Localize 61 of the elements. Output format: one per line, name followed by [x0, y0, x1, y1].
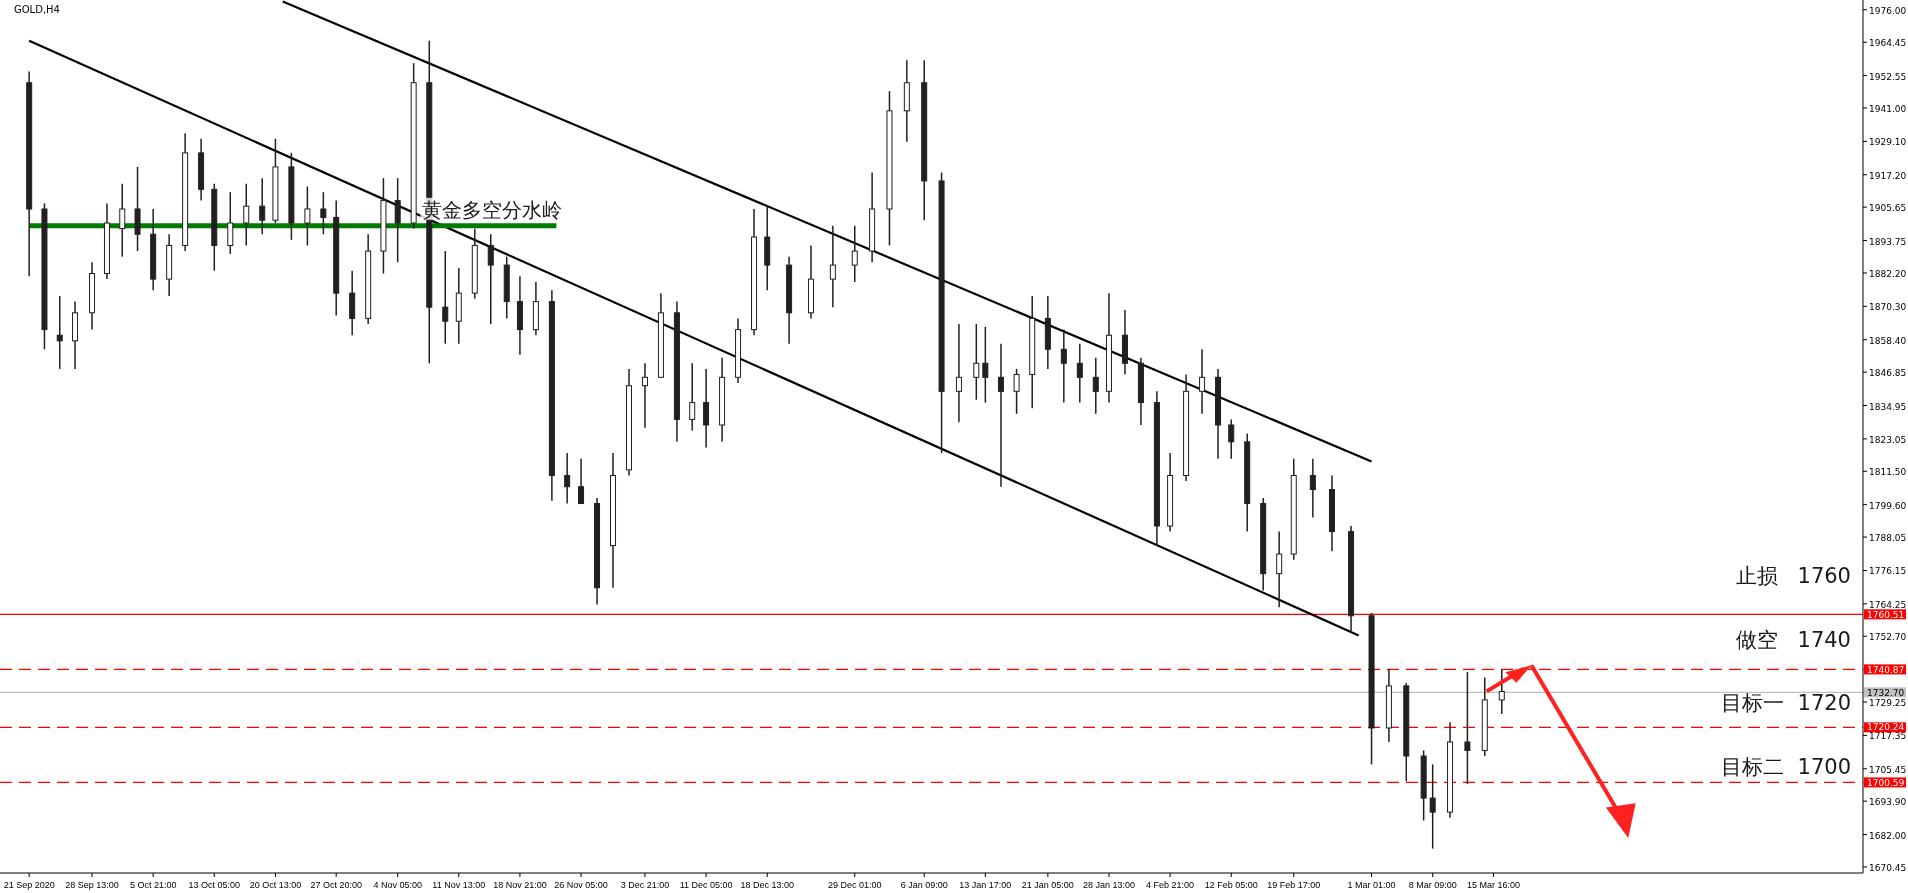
x-tick-label: 18 Dec 13:00: [740, 880, 794, 890]
y-tick-label: 1846.85: [1869, 368, 1907, 379]
y-tick-label: 1729.25: [1869, 698, 1907, 709]
ref-line-label: 1740.87: [1867, 664, 1905, 675]
y-tick-label: 1752.70: [1869, 632, 1907, 643]
x-tick-label: 26 Nov 05:00: [554, 880, 608, 890]
y-tick-label: 1870.30: [1869, 302, 1907, 313]
x-tick-label: 19 Feb 17:00: [1267, 880, 1321, 890]
y-tick-label: 1670.45: [1869, 862, 1907, 873]
y-tick-label: 1941.00: [1869, 104, 1907, 114]
x-tick-label: 4 Feb 21:00: [1146, 880, 1195, 890]
y-tick-label: 1799.60: [1869, 500, 1907, 511]
y-tick-label: 1788.05: [1869, 533, 1907, 544]
y-tick-label: 1858.40: [1869, 335, 1907, 346]
y-tick-label: 1705.45: [1869, 764, 1907, 775]
x-tick-label: 13 Jan 17:00: [959, 880, 1012, 890]
x-tick-label: 15 Mar 16:00: [1466, 880, 1520, 890]
y-tick-label: 1776.15: [1869, 566, 1907, 577]
y-tick-label: 1905.65: [1869, 203, 1907, 214]
chart-title: GOLD,H4: [14, 4, 60, 15]
y-tick-label: 1823.05: [1869, 434, 1907, 445]
x-tick-label: 3 Dec 21:00: [620, 880, 670, 890]
x-tick-label: 28 Sep 13:00: [65, 880, 119, 890]
x-tick-label: 11 Nov 13:00: [432, 880, 486, 890]
annotation: 目标一 1720: [1721, 691, 1851, 716]
ref-line-label: 1760.51: [1867, 609, 1905, 620]
x-tick-label: 21 Jan 05:00: [1021, 880, 1074, 890]
y-tick-label: 1917.20: [1869, 170, 1907, 181]
x-tick-label: 5 Oct 21:00: [129, 880, 177, 890]
y-tick-label: 1882.20: [1869, 268, 1907, 279]
y-tick-label: 1717.35: [1869, 731, 1907, 742]
y-tick-label: 1693.90: [1869, 797, 1907, 808]
y-tick-label: 1682.00: [1869, 830, 1907, 841]
x-tick-label: 6 Jan 09:00: [900, 880, 948, 890]
x-tick-label: 1 Mar 01:00: [1347, 880, 1396, 890]
x-tick-label: 12 Feb 05:00: [1204, 880, 1258, 890]
y-tick-label: 1764.25: [1869, 599, 1907, 610]
x-tick-label: 13 Oct 05:00: [188, 880, 241, 890]
annotation: 止损 1760: [1735, 564, 1851, 589]
y-tick-label: 1964.45: [1869, 38, 1907, 49]
y-tick-label: 1929.10: [1869, 137, 1907, 148]
y-tick-label: 1811.50: [1869, 467, 1907, 478]
y-tick-label: 1952.55: [1869, 71, 1907, 82]
x-tick-label: 27 Oct 20:00: [310, 880, 362, 890]
y-tick-label: 1834.95: [1869, 401, 1907, 412]
annotation: 目标二 1700: [1721, 754, 1851, 779]
x-tick-label: 11 Dec 05:00: [679, 880, 733, 890]
y-tick-label: 1893.75: [1869, 236, 1907, 247]
x-tick-label: 29 Dec 01:00: [827, 880, 882, 890]
ref-line-label: 1720.24: [1867, 722, 1905, 733]
x-tick-label: 28 Jan 13:00: [1082, 880, 1135, 890]
x-tick-label: 21 Sep 2020: [3, 880, 55, 890]
ref-line-label: 1732.70: [1867, 687, 1905, 698]
x-tick-label: 20 Oct 13:00: [249, 880, 302, 890]
x-tick-label: 18 Nov 21:00: [493, 880, 547, 890]
series-label: 黄金多空分水岭: [422, 197, 563, 222]
y-tick-label: 1976.00: [1869, 5, 1907, 16]
ref-line-label: 1700.59: [1867, 777, 1905, 788]
x-tick-label: 4 Nov 05:00: [373, 880, 422, 890]
x-tick-label: 8 Mar 09:00: [1408, 880, 1457, 890]
annotation: 做空 1740: [1735, 627, 1851, 652]
